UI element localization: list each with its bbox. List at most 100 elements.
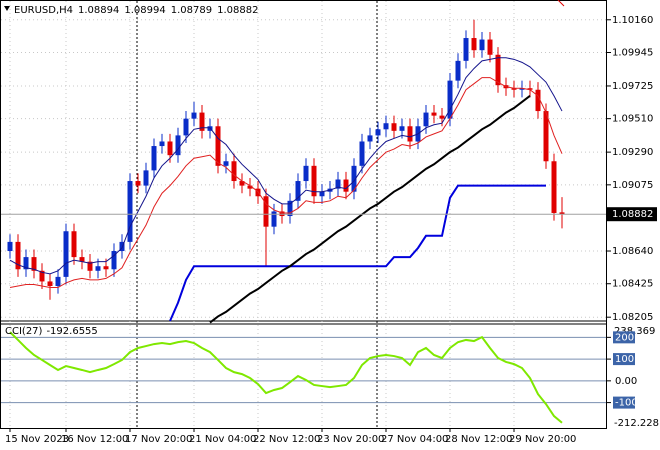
candle-body — [303, 165, 309, 182]
candle-body — [167, 141, 173, 156]
candle-body — [111, 251, 117, 270]
candle-body — [71, 231, 77, 258]
candle-body — [407, 126, 413, 142]
candle-body — [495, 54, 501, 86]
indicator-name: CCI(27) — [5, 326, 43, 337]
candle-body — [223, 161, 229, 166]
y-tick-label: -100 — [615, 398, 638, 409]
candle-body — [295, 181, 301, 201]
candle-body — [551, 161, 557, 213]
ohlc-low: 1.08789 — [171, 5, 212, 16]
candle-body — [127, 181, 133, 242]
candle-body — [439, 115, 445, 119]
candle-body — [95, 266, 101, 271]
candle-body — [391, 123, 397, 131]
candle-body — [543, 111, 549, 162]
x-tick-label: 21 Nov 04:00 — [189, 434, 256, 445]
candle-body — [335, 179, 341, 189]
ohlc-close: 1.08882 — [217, 5, 258, 16]
candle-body — [559, 212, 565, 215]
candle-body — [447, 80, 453, 119]
chart-header: EURUSD,H4 1.08894 1.08994 1.08789 1.08882 — [14, 5, 258, 16]
candle-body — [39, 270, 45, 282]
ohlc-high: 1.08994 — [124, 5, 165, 16]
y-limit-label: -212.2281 — [614, 418, 660, 429]
candle-body — [367, 135, 373, 142]
level-box — [613, 396, 635, 409]
level-box — [613, 331, 635, 344]
candle-body — [463, 38, 469, 61]
ohlc-open: 1.08894 — [78, 5, 119, 16]
symbol: EURUSD,H4 — [14, 5, 73, 16]
x-tick-label: 22 Nov 12:00 — [253, 434, 320, 445]
candle-body — [471, 38, 477, 51]
x-tick-label: 23 Nov 20:00 — [317, 434, 384, 445]
candle-body — [535, 89, 541, 112]
candle-body — [183, 118, 189, 136]
candle-body — [319, 191, 325, 197]
candle-body — [119, 241, 125, 252]
candle-body — [487, 39, 493, 55]
x-tick-label: 15 Nov 2023 — [5, 434, 69, 445]
y-tick-label: 1.10160 — [612, 15, 653, 26]
candle-body — [479, 39, 485, 51]
candle-body — [103, 266, 109, 270]
candle-body — [231, 161, 237, 182]
x-tick-label: 28 Nov 12:00 — [445, 434, 512, 445]
current-price: 1.08882 — [612, 209, 653, 220]
candle-body — [87, 261, 93, 271]
candle-body — [263, 196, 269, 227]
candle-body — [23, 257, 29, 270]
y-tick-label: 100 — [615, 354, 634, 365]
indicator-line — [169, 184, 546, 322]
x-tick-label: 17 Nov 20:00 — [125, 434, 192, 445]
symbol-arrow — [4, 6, 10, 11]
candle-body — [55, 276, 61, 287]
candle-body — [199, 112, 205, 131]
candle-body — [271, 211, 277, 227]
indicator-title: CCI(27) -192.6555 — [5, 326, 98, 337]
candle-body — [383, 123, 389, 130]
level-box — [613, 353, 635, 366]
candle-body — [151, 146, 157, 171]
y-tick-label: 1.09725 — [612, 81, 653, 92]
y-tick-label: 1.09075 — [612, 180, 653, 191]
candle-body — [343, 179, 349, 192]
indicator-value: -192.6555 — [46, 326, 97, 337]
candle-body — [351, 165, 357, 192]
candle-body — [15, 241, 21, 270]
indicator-line — [9, 77, 563, 289]
candle-body — [359, 141, 365, 166]
cci-line — [9, 331, 563, 424]
y-tick-label: 1.08640 — [612, 246, 653, 257]
candle-body — [159, 141, 165, 147]
indicator-line — [9, 57, 563, 275]
y-tick-label: 200 — [615, 332, 634, 343]
marker — [557, 0, 565, 7]
candle-body — [247, 185, 253, 189]
indicator-line — [209, 95, 531, 324]
candle-body — [431, 112, 437, 116]
candle-body — [519, 88, 525, 90]
candle-body — [423, 112, 429, 127]
candle-body — [31, 257, 37, 271]
candle-body — [399, 126, 405, 131]
candle-body — [215, 126, 221, 166]
x-tick-label: 29 Nov 20:00 — [509, 434, 576, 445]
y-tick-label: 1.08425 — [612, 279, 653, 290]
candle-body — [239, 181, 245, 186]
candle-body — [79, 257, 85, 262]
y-tick-label: 1.09945 — [612, 47, 653, 58]
current-price-box — [607, 207, 657, 222]
candle-body — [175, 135, 181, 156]
x-tick-label: 16 Nov 12:00 — [61, 434, 128, 445]
candle-body — [63, 231, 69, 277]
candle-body — [143, 170, 149, 186]
candle-body — [527, 88, 533, 90]
candle-body — [311, 165, 317, 197]
y-tick-label: 0.00 — [615, 376, 637, 387]
candle-body — [455, 60, 461, 81]
candle-body — [47, 281, 53, 287]
